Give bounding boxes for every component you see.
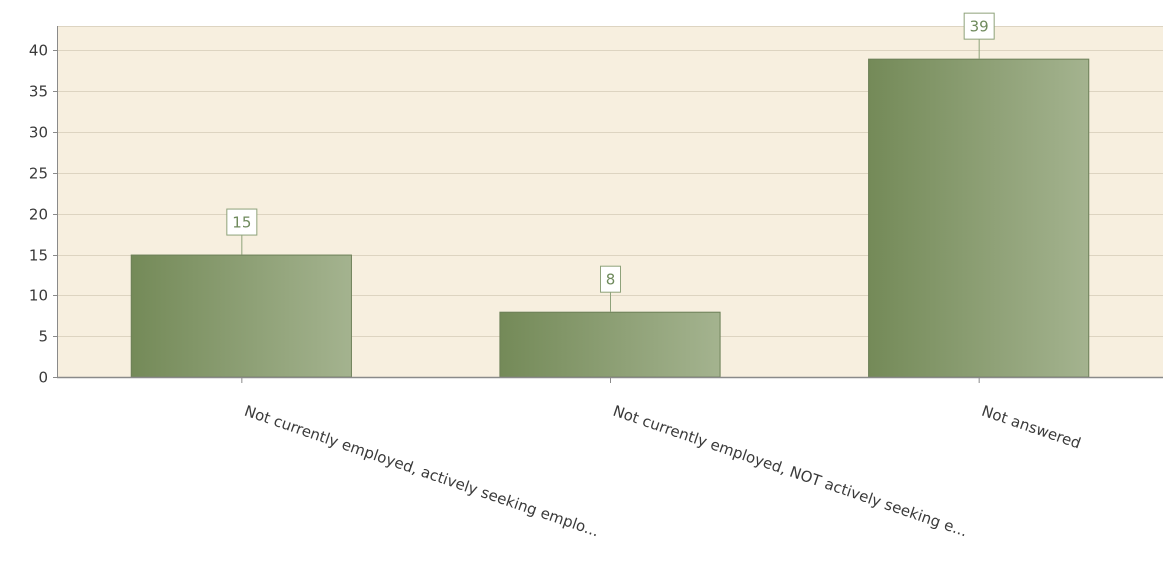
- data-label-box: [963, 12, 995, 40]
- y-tick-label: 5: [38, 328, 48, 346]
- bar[interactable]: [868, 58, 1090, 378]
- y-tick-label: 35: [29, 83, 48, 101]
- bar[interactable]: [499, 311, 721, 378]
- y-tick-label: 30: [29, 124, 48, 142]
- x-category-label: Not currently employed, NOT actively see…: [611, 402, 970, 541]
- y-tick-label: 10: [29, 287, 48, 305]
- data-label-box: [226, 208, 258, 236]
- y-tick-label: 20: [29, 206, 48, 224]
- y-tick-label: 0: [38, 369, 48, 387]
- x-axis: Not currently employed, actively seeking…: [57, 376, 1163, 541]
- data-label: 39: [970, 18, 989, 36]
- bars: [130, 58, 1090, 378]
- data-label: 8: [606, 271, 616, 289]
- data-label-box: [600, 265, 621, 293]
- y-tick-label: 40: [29, 42, 48, 60]
- x-category-label: Not currently employed, actively seeking…: [242, 402, 601, 541]
- y-axis: 0 5 10 15 20 25 30 35 40: [29, 26, 58, 387]
- x-category-label: Not answered: [979, 402, 1083, 453]
- y-tick-label: 25: [29, 165, 48, 183]
- bar[interactable]: [130, 254, 352, 378]
- data-label: 15: [232, 214, 251, 232]
- data-labels: 15 8 39: [226, 12, 995, 312]
- y-tick-label: 15: [29, 247, 48, 265]
